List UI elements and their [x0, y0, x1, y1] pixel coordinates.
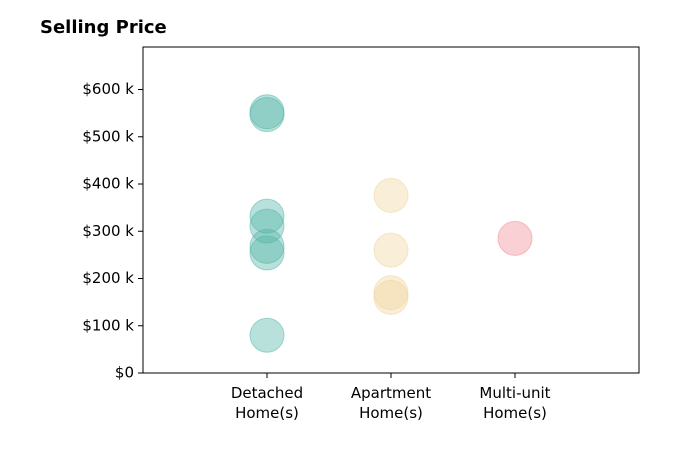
- point: [249, 97, 285, 133]
- x-tick-label: Detached Home(s): [231, 384, 303, 422]
- x-tick-label: Apartment Home(s): [351, 384, 431, 422]
- point: [497, 220, 533, 256]
- point: [373, 279, 409, 315]
- y-tick-label: $400 k: [82, 175, 134, 193]
- point: [373, 275, 409, 311]
- point: [249, 235, 285, 271]
- y-tick-label: $200 k: [82, 269, 134, 287]
- point: [373, 232, 409, 268]
- y-tick-label: $500 k: [82, 127, 134, 145]
- chart-title: Selling Price: [40, 17, 167, 38]
- point: [249, 208, 285, 244]
- point: [373, 177, 409, 213]
- point: [249, 317, 285, 353]
- x-tick-label: Multi-unit Home(s): [479, 384, 550, 422]
- point: [249, 198, 285, 234]
- y-tick-label: $600 k: [82, 80, 134, 98]
- y-tick-label: $300 k: [82, 222, 134, 240]
- y-tick-label: $100 k: [82, 316, 134, 334]
- y-tick-label: $0: [115, 364, 134, 382]
